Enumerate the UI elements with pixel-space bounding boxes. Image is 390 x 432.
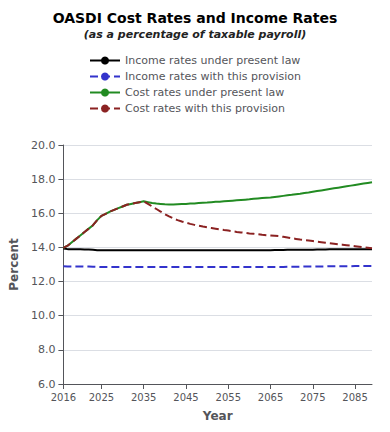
svg-text:12.0: 12.0 [31, 275, 56, 288]
svg-text:6.0: 6.0 [38, 378, 56, 391]
svg-text:2035: 2035 [131, 392, 156, 403]
svg-text:Income rates with this provisi: Income rates with this provision [125, 70, 301, 83]
svg-text:10.0: 10.0 [31, 309, 56, 322]
svg-text:2045: 2045 [173, 392, 198, 403]
svg-text:2065: 2065 [258, 392, 283, 403]
svg-text:8.0: 8.0 [38, 343, 56, 356]
svg-text:20.0: 20.0 [31, 139, 56, 152]
svg-text:Cost rates under present law: Cost rates under present law [125, 86, 284, 99]
svg-text:Year: Year [202, 409, 233, 423]
svg-text:2016: 2016 [51, 392, 76, 403]
svg-text:Cost rates with this provision: Cost rates with this provision [125, 102, 285, 115]
svg-text:14.0: 14.0 [31, 241, 56, 254]
svg-text:Percent: Percent [7, 238, 21, 291]
svg-text:18.0: 18.0 [31, 173, 56, 186]
svg-text:(as a percentage of taxable pa: (as a percentage of taxable payroll) [84, 28, 306, 41]
svg-text:2055: 2055 [216, 392, 241, 403]
svg-text:2085: 2085 [342, 392, 367, 403]
svg-text:2025: 2025 [89, 392, 114, 403]
svg-text:2075: 2075 [300, 392, 325, 403]
svg-text:16.0: 16.0 [31, 207, 56, 220]
svg-text:OASDI Cost Rates and Income Ra: OASDI Cost Rates and Income Rates [53, 10, 338, 26]
svg-text:Income rates under present law: Income rates under present law [125, 54, 300, 67]
